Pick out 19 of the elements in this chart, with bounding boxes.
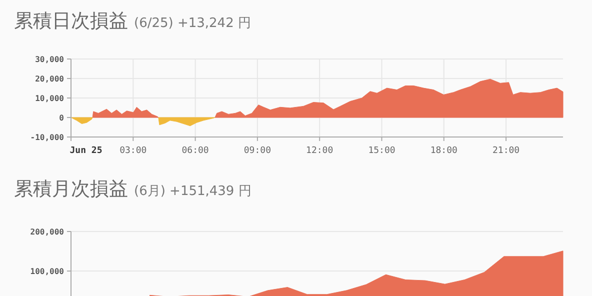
- y-tick-label: 30,000: [35, 55, 64, 64]
- chart-subtitle: (6/25) +13,242 円: [134, 16, 251, 31]
- x-tick-label: 18:00: [430, 146, 458, 156]
- chart-title: 累積月次損益: [14, 178, 128, 200]
- y-tick-label: -10,000: [30, 133, 64, 142]
- y-tick-label: 20,000: [35, 74, 64, 84]
- chart-subtitle: (6月) +151,439 円: [134, 184, 252, 199]
- x-tick-label: 15:00: [368, 146, 396, 156]
- x-tick-label: 03:00: [120, 146, 147, 156]
- x-tick-label: 09:00: [244, 146, 271, 156]
- x-tick-label: 06:00: [182, 146, 209, 156]
- y-tick-label: 100,000: [30, 267, 64, 276]
- chart-title: 累積日次損益: [14, 10, 128, 32]
- y-tick-label: 200,000: [30, 228, 64, 236]
- y-tick-label: 0: [59, 114, 64, 122]
- x-tick-label: 21:00: [492, 146, 520, 156]
- x-tick-label: Jun 25: [70, 146, 102, 156]
- x-tick-label: 12:00: [306, 146, 334, 156]
- y-tick-label: 10,000: [35, 94, 64, 103]
